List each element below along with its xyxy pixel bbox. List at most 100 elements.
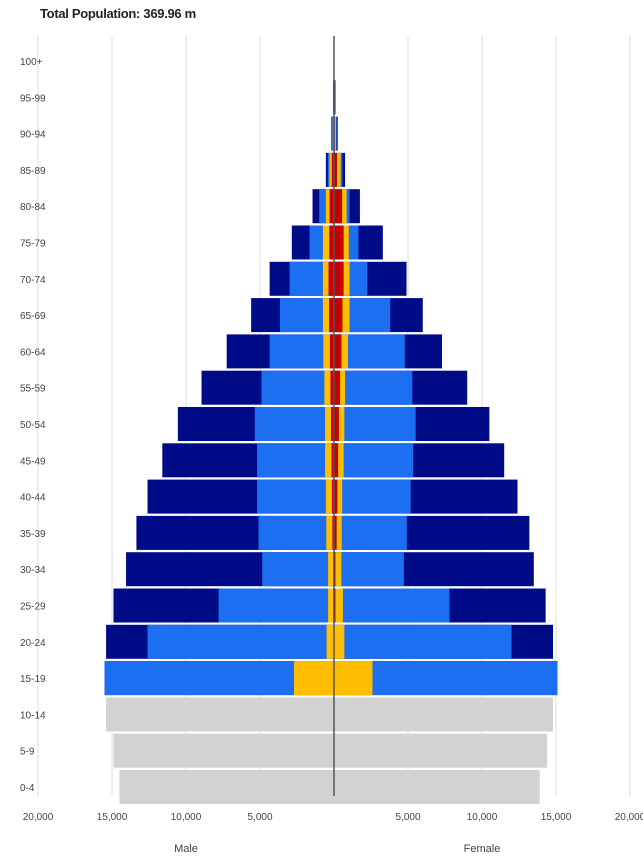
bar-male-45-49 (257, 443, 334, 478)
bar-female-15-19 (334, 661, 373, 696)
age-label: 35-39 (20, 529, 46, 540)
bar-male-50-54 (331, 407, 334, 441)
age-label: 55-59 (20, 384, 46, 395)
male-axis-label: Male (174, 843, 198, 855)
bar-male-60-64 (269, 334, 334, 369)
x-tick-label: 5,000 (247, 812, 272, 823)
bar-female-60-64 (334, 334, 342, 369)
bar-female-35-39 (334, 515, 407, 550)
bar-male-75-79 (329, 225, 334, 260)
age-label: 30-34 (20, 565, 46, 576)
bar-female-75-79 (334, 225, 344, 260)
bar-male-35-39 (326, 515, 334, 550)
bar-female-50-54 (334, 407, 416, 441)
bar-female-25-29 (334, 588, 450, 623)
bar-female-30-34 (334, 552, 342, 587)
bar-male-30-34 (328, 552, 334, 587)
bar-male-25-29 (218, 588, 334, 623)
bars-layer (104, 44, 558, 804)
bar-female-40-44 (334, 479, 338, 514)
age-label: 70-74 (20, 275, 46, 286)
age-label: 50-54 (20, 420, 46, 431)
age-label: 10-14 (20, 710, 46, 721)
bar-male-75-79 (322, 225, 334, 260)
bar-female-80-84 (334, 189, 343, 224)
x-tick-label: 10,000 (171, 812, 202, 823)
bar-female-20-24 (334, 624, 512, 659)
bar-female-20-24 (334, 624, 345, 659)
age-label: 100+ (20, 57, 43, 68)
bar-male-60-64 (323, 334, 334, 369)
bar-female-50-54 (334, 407, 339, 441)
bar-female-85-89 (334, 152, 341, 187)
bar-male-40-44 (325, 479, 334, 514)
age-label: 45-49 (20, 456, 46, 467)
bar-male-25-29 (328, 588, 334, 623)
bar-male-35-39 (258, 515, 334, 550)
bar-male-5-9 (113, 733, 334, 768)
bar-male-20-24 (326, 624, 334, 659)
bar-female-45-49 (334, 443, 339, 478)
bar-male-40-44 (257, 479, 334, 514)
age-label: 80-84 (20, 202, 46, 213)
bar-male-45-49 (331, 443, 334, 478)
x-axis-tick-labels: 20,000 15,000 10,000 5,000 5,000 10,000 15,000… (23, 812, 643, 823)
bar-female-85-89 (334, 152, 337, 187)
bar-male-20-24 (147, 624, 334, 659)
bar-female-35-39 (334, 515, 342, 550)
bar-female-35-39 (334, 515, 337, 550)
x-tick-label: 20,000 (23, 812, 54, 823)
bar-male-65-69 (322, 298, 334, 333)
bar-male-50-54 (254, 407, 334, 441)
age-label: 65-69 (20, 311, 46, 322)
female-axis-label: Female (464, 843, 501, 855)
bar-female-40-44 (334, 479, 343, 514)
bar-male-70-74 (322, 261, 334, 296)
bar-male-15-19 (294, 661, 334, 696)
bar-male-0-4 (119, 770, 335, 804)
bar-male-80-84 (329, 189, 334, 224)
age-label: 90-94 (20, 130, 46, 141)
bar-female-45-49 (334, 443, 414, 478)
age-group-labels: 100+ 95-99 90-94 85-89 80-84 75-79 70-74 65-69 6… (20, 57, 46, 794)
bar-male-40-44 (331, 479, 334, 514)
bar-female-65-69 (334, 298, 343, 333)
bar-male-65-69 (329, 298, 334, 333)
bar-male-55-59 (324, 370, 334, 405)
x-tick-label: 15,000 (541, 812, 572, 823)
bar-male-50-54 (325, 407, 334, 441)
x-tick-label: 10,000 (467, 812, 498, 823)
bar-female-30-34 (334, 552, 404, 587)
bar-female-40-44 (334, 479, 411, 514)
age-label: 20-24 (20, 638, 46, 649)
age-label: 75-79 (20, 239, 46, 250)
bar-female-55-59 (334, 370, 413, 405)
age-label: 95-99 (20, 93, 46, 104)
age-label: 0-4 (20, 783, 35, 794)
age-label: 60-64 (20, 347, 46, 358)
bar-male-60-64 (329, 334, 334, 369)
bar-female-70-74 (334, 261, 344, 296)
x-tick-label: 5,000 (395, 812, 420, 823)
bar-female-90-94 (334, 116, 336, 151)
bar-male-10-14 (106, 697, 334, 732)
bar-female-55-59 (334, 370, 341, 405)
age-label: 40-44 (20, 493, 46, 504)
x-tick-label: 15,000 (97, 812, 128, 823)
bar-male-30-34 (262, 552, 334, 587)
bar-female-10-14 (334, 697, 554, 732)
age-label: 15-19 (20, 674, 46, 685)
x-tick-label: 20,000 (615, 812, 643, 823)
bar-female-25-29 (334, 588, 343, 623)
chart-title: Total Population: 369.96 m (40, 6, 196, 21)
bar-male-35-39 (332, 515, 334, 550)
age-label: 5-9 (20, 747, 35, 758)
bar-male-55-59 (261, 370, 334, 405)
bar-female-45-49 (334, 443, 344, 478)
bar-female-50-54 (334, 407, 345, 441)
bar-female-0-4 (334, 770, 540, 804)
age-label: 25-29 (20, 602, 46, 613)
age-label: 85-89 (20, 166, 46, 177)
bar-male-85-89 (331, 152, 334, 187)
